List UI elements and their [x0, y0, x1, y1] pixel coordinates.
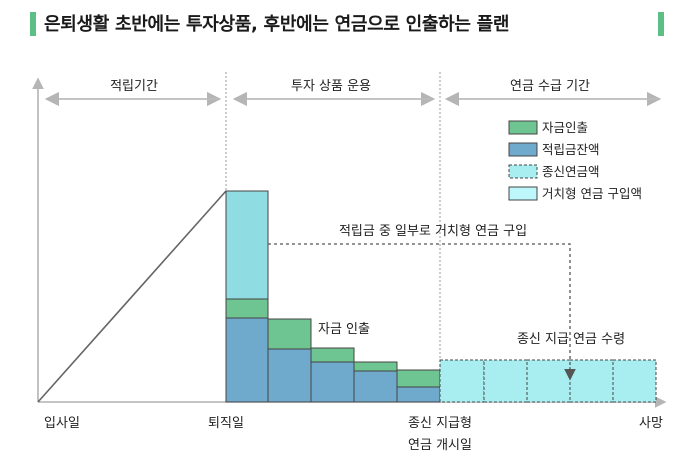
page-title: 은퇴생활 초반에는 투자상품, 후반에는 연금으로 인출하는 플랜	[44, 14, 510, 35]
legend-swatch-withdraw	[508, 120, 538, 135]
title-accent-left	[30, 12, 36, 36]
accumulation-line	[37, 190, 227, 403]
balance-block-3	[310, 361, 355, 403]
title-banner: 은퇴생활 초반에는 투자상품, 후반에는 연금으로 인출하는 플랜	[0, 0, 700, 46]
balance-block-1	[225, 317, 269, 403]
annotation-purchase: 적립금 중 일부로 거치형 연금 구입	[339, 224, 527, 239]
purchase-connector	[268, 243, 576, 381]
legend-label-withdraw: 자금인출	[542, 120, 588, 135]
phase-label-accumulation: 적립기간	[110, 79, 158, 94]
x-label-retire: 퇴직일	[208, 416, 244, 431]
withdraw-block-1	[225, 298, 269, 319]
legend-swatch-balance	[508, 142, 538, 157]
annotation-annuity: 종신 지급 연금 수령	[517, 332, 625, 347]
phase-label-annuity: 연금 수급 기간	[510, 79, 590, 94]
x-label-annuity-start-1: 종신 지급형	[408, 416, 472, 431]
deferred-annuity-purchase-block	[225, 190, 269, 300]
lifetime-annuity-blocks	[439, 359, 657, 403]
legend-label-lifetime: 종신연금액	[542, 164, 600, 179]
withdraw-block-2	[267, 318, 312, 350]
legend-swatch-lifetime	[508, 164, 538, 179]
phase-label-investment: 투자 상품 운용	[291, 79, 371, 94]
balance-block-4	[353, 370, 398, 403]
legend-label-deferred: 거치형 연금 구입액	[542, 186, 642, 201]
annotation-withdrawal: 자금 인출	[318, 322, 370, 337]
legend-label-balance: 적립금잔액	[542, 142, 600, 157]
withdraw-block-3	[310, 347, 355, 363]
withdraw-block-5	[396, 369, 441, 388]
withdraw-block-4	[353, 361, 398, 372]
balance-block-2	[267, 348, 312, 403]
title-accent-right	[658, 12, 664, 36]
legend-swatch-deferred	[508, 186, 538, 201]
x-label-annuity-start-2: 연금 개시일	[408, 438, 472, 453]
balance-block-5	[396, 386, 441, 403]
legend: 자금인출 적립금잔액 종신연금액 거치형 연금 구입액	[508, 120, 642, 201]
x-label-join: 입사일	[44, 416, 80, 431]
x-label-death: 사망	[639, 416, 663, 431]
